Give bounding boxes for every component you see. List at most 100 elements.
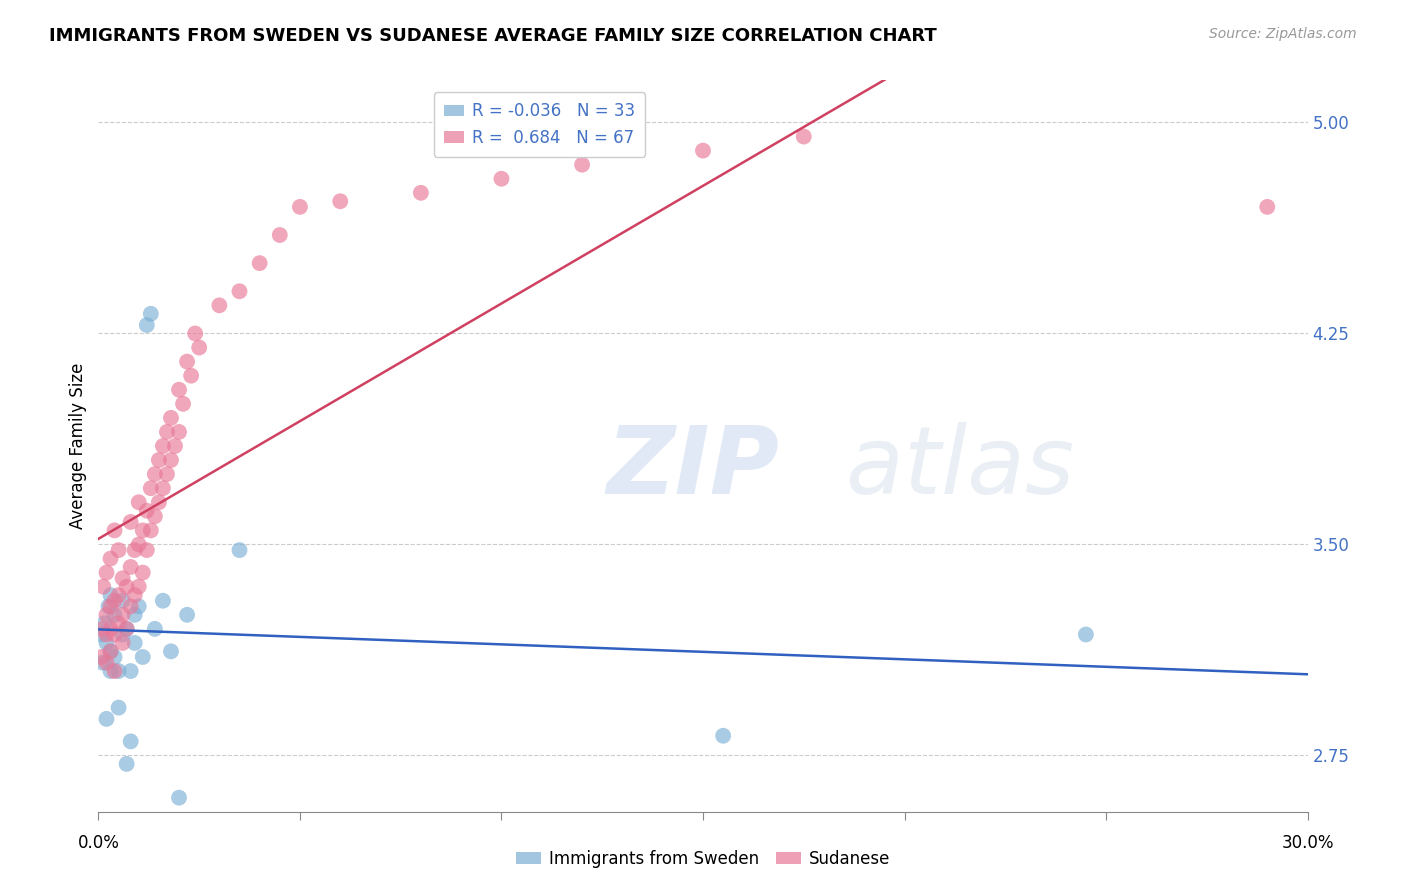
- Text: ZIP: ZIP: [606, 422, 779, 514]
- Point: [692, 144, 714, 158]
- Point: [571, 158, 593, 172]
- Point: [1256, 200, 1278, 214]
- Point: [100, 599, 122, 614]
- Point: [208, 298, 231, 312]
- Point: [124, 636, 146, 650]
- Point: [132, 566, 155, 580]
- Point: [93, 616, 115, 631]
- Point: [120, 664, 142, 678]
- Point: [180, 368, 202, 383]
- Point: [132, 650, 155, 665]
- Point: [120, 734, 142, 748]
- Point: [103, 650, 125, 665]
- Point: [115, 622, 138, 636]
- Point: [128, 537, 150, 551]
- Point: [90, 627, 112, 641]
- Point: [107, 664, 129, 678]
- Legend: R = -0.036   N = 33, R =  0.684   N = 67: R = -0.036 N = 33, R = 0.684 N = 67: [434, 92, 645, 157]
- Point: [96, 566, 118, 580]
- Point: [1074, 627, 1097, 641]
- Point: [100, 644, 122, 658]
- Point: [139, 481, 162, 495]
- Point: [139, 307, 162, 321]
- Text: 0.0%: 0.0%: [77, 834, 120, 852]
- Point: [111, 571, 134, 585]
- Point: [143, 467, 166, 482]
- Point: [120, 599, 142, 614]
- Point: [135, 504, 157, 518]
- Text: 30.0%: 30.0%: [1281, 834, 1334, 852]
- Point: [176, 354, 198, 368]
- Point: [111, 607, 134, 622]
- Point: [91, 656, 114, 670]
- Point: [228, 543, 250, 558]
- Point: [124, 607, 146, 622]
- Point: [184, 326, 207, 341]
- Point: [103, 524, 125, 538]
- Point: [160, 644, 183, 658]
- Point: [97, 599, 120, 614]
- Point: [111, 636, 134, 650]
- Point: [111, 627, 134, 641]
- Point: [100, 588, 122, 602]
- Point: [491, 171, 513, 186]
- Point: [167, 425, 190, 439]
- Point: [100, 551, 122, 566]
- Point: [128, 580, 150, 594]
- Point: [156, 467, 179, 482]
- Y-axis label: Average Family Size: Average Family Size: [69, 363, 87, 529]
- Point: [120, 515, 142, 529]
- Point: [100, 664, 122, 678]
- Text: atlas: atlas: [606, 423, 1074, 514]
- Point: [160, 453, 183, 467]
- Point: [91, 622, 114, 636]
- Point: [103, 607, 125, 622]
- Point: [139, 524, 162, 538]
- Point: [163, 439, 186, 453]
- Point: [120, 560, 142, 574]
- Point: [103, 593, 125, 607]
- Point: [96, 607, 118, 622]
- Point: [143, 509, 166, 524]
- Point: [107, 700, 129, 714]
- Point: [103, 627, 125, 641]
- Point: [124, 543, 146, 558]
- Point: [167, 383, 190, 397]
- Point: [90, 650, 112, 665]
- Point: [409, 186, 432, 200]
- Point: [148, 453, 170, 467]
- Point: [329, 194, 352, 209]
- Point: [107, 588, 129, 602]
- Point: [160, 410, 183, 425]
- Point: [152, 593, 174, 607]
- Point: [96, 627, 118, 641]
- Point: [135, 318, 157, 332]
- Text: Source: ZipAtlas.com: Source: ZipAtlas.com: [1209, 27, 1357, 41]
- Point: [135, 543, 157, 558]
- Point: [115, 580, 138, 594]
- Point: [288, 200, 311, 214]
- Point: [128, 495, 150, 509]
- Point: [176, 607, 198, 622]
- Point: [132, 524, 155, 538]
- Point: [124, 588, 146, 602]
- Point: [188, 341, 211, 355]
- Point: [100, 644, 122, 658]
- Point: [172, 397, 194, 411]
- Point: [156, 425, 179, 439]
- Point: [115, 622, 138, 636]
- Point: [152, 481, 174, 495]
- Point: [96, 656, 118, 670]
- Point: [167, 790, 190, 805]
- Point: [115, 756, 138, 771]
- Point: [143, 622, 166, 636]
- Point: [128, 599, 150, 614]
- Point: [103, 664, 125, 678]
- Point: [111, 593, 134, 607]
- Point: [107, 616, 129, 631]
- Point: [152, 439, 174, 453]
- Point: [148, 495, 170, 509]
- Point: [793, 129, 815, 144]
- Point: [107, 543, 129, 558]
- Point: [91, 580, 114, 594]
